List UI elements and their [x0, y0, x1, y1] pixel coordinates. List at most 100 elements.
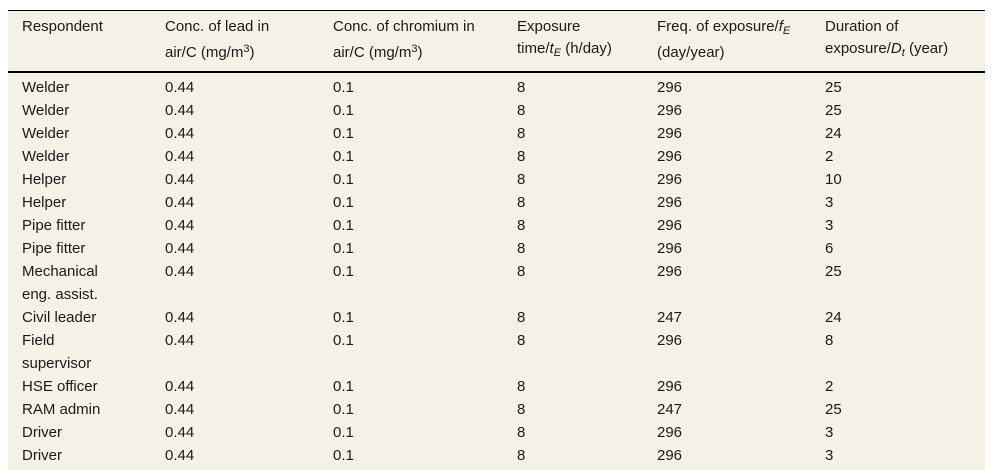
- cell-lead-concentration: 0.44: [165, 217, 195, 234]
- table-row: Field supervisor 0.44 0.1 8 296 8: [8, 329, 985, 375]
- cell-exposure-time: 8: [517, 240, 526, 257]
- variable-symbol: t: [549, 40, 554, 57]
- cell-respondent: Driver: [8, 421, 151, 444]
- cell-chromium-concentration: 0.1: [333, 125, 354, 142]
- cell-respondent: Driver: [8, 444, 151, 470]
- cell-lead-concentration: 0.44: [165, 240, 195, 257]
- table-row: Helper 0.44 0.1 8 296 10: [8, 168, 985, 191]
- table-row: Pipe fitter 0.44 0.1 8 296 3: [8, 214, 985, 237]
- cell-exposure-frequency: 296: [657, 79, 683, 96]
- cell-exposure-frequency: 296: [657, 424, 683, 441]
- respondent-name: Helper: [22, 171, 67, 188]
- cell-lead-concentration: 0.44: [165, 309, 195, 326]
- subscript: E: [782, 25, 791, 37]
- cell-exposure-duration: 25: [825, 102, 842, 119]
- cell-exposure-duration: 25: [825, 401, 842, 418]
- cell-lead-concentration: 0.44: [165, 194, 195, 211]
- table-row: Driver 0.44 0.1 8 296 3: [8, 421, 985, 444]
- table-row: Welder 0.44 0.1 8 296 24: [8, 122, 985, 145]
- cell-exposure-duration: 3: [825, 217, 834, 234]
- cell-chromium-concentration: 0.1: [333, 148, 354, 165]
- cell-respondent: Helper: [8, 168, 151, 191]
- header-row: Respondent Conc. of lead in air/C (mg/m3…: [8, 11, 985, 73]
- table-header: Respondent Conc. of lead in air/C (mg/m3…: [8, 11, 985, 73]
- respondent-name: Field: [22, 332, 55, 349]
- header-line: Freq. of exposure/fE: [657, 18, 791, 37]
- cell-exposure-frequency: 296: [657, 148, 683, 165]
- cell-respondent: Welder: [8, 122, 151, 145]
- subscript: t: [901, 47, 905, 59]
- cell-chromium-concentration: 0.1: [333, 263, 354, 280]
- header-line: Conc. of chromium in: [333, 18, 475, 35]
- header-line: Exposure: [517, 18, 581, 35]
- table-row: Welder 0.44 0.1 8 296 25: [8, 99, 985, 122]
- cell-respondent: Pipe fitter: [8, 214, 151, 237]
- cell-exposure-duration: 3: [825, 447, 834, 464]
- respondent-name-line2: eng. assist.: [22, 286, 98, 303]
- cell-chromium-concentration: 0.1: [333, 447, 354, 464]
- cell-exposure-duration: 25: [825, 263, 842, 280]
- cell-lead-concentration: 0.44: [165, 424, 195, 441]
- cell-exposure-frequency: 296: [657, 171, 683, 188]
- superscript: 3: [243, 43, 250, 55]
- respondent-name: Welder: [22, 125, 70, 142]
- cell-exposure-duration: 3: [825, 194, 834, 211]
- variable-symbol: f: [778, 18, 783, 35]
- cell-lead-concentration: 0.44: [165, 378, 195, 395]
- cell-exposure-frequency: 296: [657, 378, 683, 395]
- respondent-name-line2: supervisor: [22, 355, 92, 372]
- header-line: air/C (mg/m3): [333, 43, 423, 61]
- table-body: Welder 0.44 0.1 8 296 25 Welder 0.44 0.1…: [8, 72, 985, 470]
- cell-lead-concentration: 0.44: [165, 102, 195, 119]
- cell-exposure-time: 8: [517, 102, 526, 119]
- cell-exposure-frequency: 296: [657, 447, 683, 464]
- column-header-respondent: Respondent: [8, 11, 151, 73]
- column-header-lead-concentration: Conc. of lead in air/C (mg/m3): [151, 11, 319, 73]
- table-row: RAM admin 0.44 0.1 8 247 25: [8, 398, 985, 421]
- cell-respondent: Welder: [8, 145, 151, 168]
- table-row: Mechanical eng. assist. 0.44 0.1 8 296 2…: [8, 260, 985, 306]
- cell-exposure-time: 8: [517, 424, 526, 441]
- cell-respondent: HSE officer: [8, 375, 151, 398]
- respondent-name: RAM admin: [22, 401, 101, 418]
- cell-respondent: Civil leader: [8, 306, 151, 329]
- cell-exposure-time: 8: [517, 447, 526, 464]
- cell-exposure-frequency: 296: [657, 102, 683, 119]
- cell-exposure-time: 8: [517, 171, 526, 188]
- header-line: air/C (mg/m3): [165, 43, 255, 61]
- table-row: Pipe fitter 0.44 0.1 8 296 6: [8, 237, 985, 260]
- cell-chromium-concentration: 0.1: [333, 332, 354, 349]
- header-line: time/tE (h/day): [517, 40, 612, 59]
- exposure-data-table-container: Respondent Conc. of lead in air/C (mg/m3…: [8, 10, 985, 470]
- column-header-exposure-time: Exposure time/tE (h/day): [503, 11, 643, 73]
- cell-exposure-duration: 24: [825, 125, 842, 142]
- variable-symbol: D: [890, 40, 902, 57]
- cell-chromium-concentration: 0.1: [333, 171, 354, 188]
- respondent-name: Welder: [22, 102, 70, 119]
- cell-respondent: Field supervisor: [8, 329, 151, 375]
- cell-exposure-duration: 8: [825, 332, 834, 349]
- cell-exposure-time: 8: [517, 79, 526, 96]
- cell-lead-concentration: 0.44: [165, 263, 195, 280]
- cell-chromium-concentration: 0.1: [333, 102, 354, 119]
- cell-exposure-duration: 6: [825, 240, 834, 257]
- cell-exposure-frequency: 296: [657, 125, 683, 142]
- cell-lead-concentration: 0.44: [165, 125, 195, 142]
- respondent-name: Welder: [22, 148, 70, 165]
- table-row: Welder 0.44 0.1 8 296 25: [8, 72, 985, 99]
- cell-chromium-concentration: 0.1: [333, 401, 354, 418]
- column-header-exposure-duration: Duration of exposure/Dt (year): [811, 11, 985, 73]
- cell-respondent: RAM admin: [8, 398, 151, 421]
- cell-exposure-time: 8: [517, 217, 526, 234]
- cell-exposure-frequency: 296: [657, 263, 683, 280]
- cell-lead-concentration: 0.44: [165, 401, 195, 418]
- respondent-name: Pipe fitter: [22, 217, 86, 234]
- cell-exposure-time: 8: [517, 378, 526, 395]
- header-line: Respondent: [22, 18, 103, 35]
- respondent-name: Welder: [22, 79, 70, 96]
- table-row: Welder 0.44 0.1 8 296 2: [8, 145, 985, 168]
- cell-exposure-duration: 25: [825, 79, 842, 96]
- cell-exposure-time: 8: [517, 148, 526, 165]
- cell-chromium-concentration: 0.1: [333, 194, 354, 211]
- table-row: Helper 0.44 0.1 8 296 3: [8, 191, 985, 214]
